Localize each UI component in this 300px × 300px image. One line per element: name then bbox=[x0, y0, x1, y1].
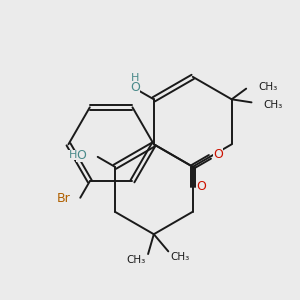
Text: H: H bbox=[68, 150, 77, 160]
Text: O: O bbox=[130, 81, 140, 94]
Text: CH₃: CH₃ bbox=[126, 255, 146, 265]
Text: CH₃: CH₃ bbox=[258, 82, 278, 92]
Text: Br: Br bbox=[57, 192, 70, 205]
Text: H: H bbox=[131, 73, 139, 83]
Text: O: O bbox=[196, 180, 206, 193]
Text: CH₃: CH₃ bbox=[171, 253, 190, 262]
Text: O: O bbox=[213, 148, 223, 161]
Text: CH₃: CH₃ bbox=[264, 100, 283, 110]
Text: O: O bbox=[76, 149, 86, 162]
